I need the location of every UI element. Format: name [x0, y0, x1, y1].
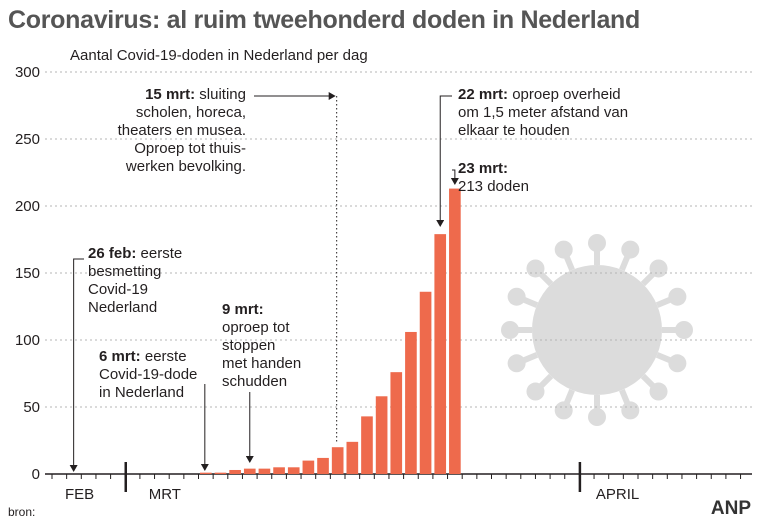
virus-spike-head — [554, 401, 573, 420]
annotation-date: 26 feb: — [88, 245, 137, 262]
bar — [390, 372, 403, 474]
virus-spike-head — [588, 408, 606, 426]
virus-spike-head — [588, 234, 606, 252]
annotation-23-mrt: 23 mrt: 213 doden — [458, 160, 529, 196]
bar — [375, 396, 388, 474]
annotation-text: Covid-19-dode — [99, 366, 198, 383]
annotation-text: besmetting — [88, 263, 162, 280]
y-tick-label: 250 — [15, 131, 40, 148]
y-axis-ticks: 0 50 100 150 200 250 300 — [15, 64, 40, 483]
annotation-text: stoppen — [222, 337, 276, 354]
virus-spike-head — [668, 287, 687, 306]
annotation-text: Oproep tot thuis- — [134, 140, 246, 157]
bar — [434, 234, 447, 474]
virus-spike-head — [507, 354, 526, 373]
annotation-date: 6 mrt: — [99, 348, 141, 365]
month-labels: FEB MRT APRIL — [65, 486, 639, 503]
annotation-text: met handen — [222, 355, 302, 372]
annotation-text: elkaar te houden — [458, 122, 570, 139]
bar — [419, 291, 432, 474]
bar — [243, 468, 256, 474]
source-label: bron: — [8, 505, 36, 519]
virus-spike-head — [507, 287, 526, 306]
annotation-text: Covid-19 — [88, 281, 149, 298]
y-tick-label: 0 — [32, 466, 40, 483]
annotation-text: in Nederland — [99, 384, 185, 401]
annotation-text: theaters en musea. — [117, 122, 246, 139]
bar — [214, 472, 227, 474]
virus-spike-head — [526, 382, 545, 401]
anp-logo: ANP — [710, 498, 751, 519]
annotation-text: scholen, horeca, — [135, 104, 246, 121]
bar — [449, 188, 461, 474]
annotation-text: oproep tot — [222, 319, 290, 336]
annotation-9-mrt: 9 mrt: oproep tot stoppen met handen sch… — [222, 301, 301, 391]
annotation-26-feb: 26 feb: eerste besmetting Covid-19 Neder… — [88, 245, 182, 317]
annotation-text: om 1,5 meter afstand van — [458, 104, 629, 121]
annotation-text: oproep overheid — [512, 86, 621, 103]
annotation-leaders — [69, 92, 459, 472]
bar — [273, 467, 285, 474]
virus-spike-head — [649, 259, 668, 278]
annotation-date: 9 mrt: — [222, 301, 264, 318]
leader-23-mrt — [450, 169, 459, 185]
y-tick-label: 200 — [15, 198, 40, 215]
annotation-date: 22 mrt: — [458, 86, 509, 103]
annotation-22-mrt: 22 mrt: oproep overheid om 1,5 meter afs… — [458, 86, 628, 140]
y-tick-label: 300 — [15, 64, 40, 81]
annotation-text: schudden — [222, 373, 288, 390]
virus-spike-head — [501, 321, 519, 339]
y-tick-label: 150 — [15, 265, 40, 282]
annotation-text: werken bevolking. — [125, 158, 246, 175]
chart-title: Coronavirus: al ruim tweehonderd doden i… — [8, 6, 641, 34]
virus-spike-head — [526, 259, 545, 278]
bar — [346, 441, 359, 474]
annotation-text: sluiting — [199, 86, 246, 103]
annotation-text: eerste — [144, 348, 187, 365]
annotation-date: 23 mrt: — [458, 160, 509, 177]
annotation-text: 213 doden — [458, 178, 529, 195]
bar — [258, 468, 271, 474]
leader-22-mrt — [436, 95, 452, 227]
virus-spike-head — [621, 240, 640, 259]
y-tick-label: 50 — [23, 399, 40, 416]
chart-subtitle: Aantal Covid-19-doden in Nederland per d… — [70, 47, 368, 64]
bar — [361, 416, 373, 474]
bar — [331, 447, 344, 474]
bar — [317, 457, 329, 474]
virus-spike-head — [554, 240, 573, 259]
virus-body — [532, 265, 662, 395]
virus-spike-head — [675, 321, 693, 339]
annotation-15-mrt: 15 mrt: sluiting scholen, horeca, theate… — [96, 86, 246, 176]
virus-spike-head — [668, 354, 687, 373]
bar — [229, 469, 241, 474]
bar — [405, 331, 417, 474]
coronavirus-icon — [501, 234, 693, 426]
annotation-text: Nederland — [88, 299, 158, 316]
month-label: APRIL — [596, 486, 639, 503]
bar — [200, 472, 212, 474]
month-label: FEB — [65, 486, 94, 503]
virus-spike-head — [649, 382, 668, 401]
month-label: MRT — [149, 486, 181, 503]
y-tick-label: 100 — [15, 332, 40, 349]
leader-26-feb — [69, 258, 84, 472]
annotation-date: 15 mrt: — [145, 86, 196, 103]
annotation-6-mrt: 6 mrt: eerste Covid-19-dode in Nederland — [99, 348, 197, 402]
virus-spike-head — [621, 401, 640, 420]
bar — [302, 460, 315, 474]
bars — [200, 188, 461, 474]
bar — [287, 467, 300, 474]
annotation-text: eerste — [140, 245, 183, 262]
